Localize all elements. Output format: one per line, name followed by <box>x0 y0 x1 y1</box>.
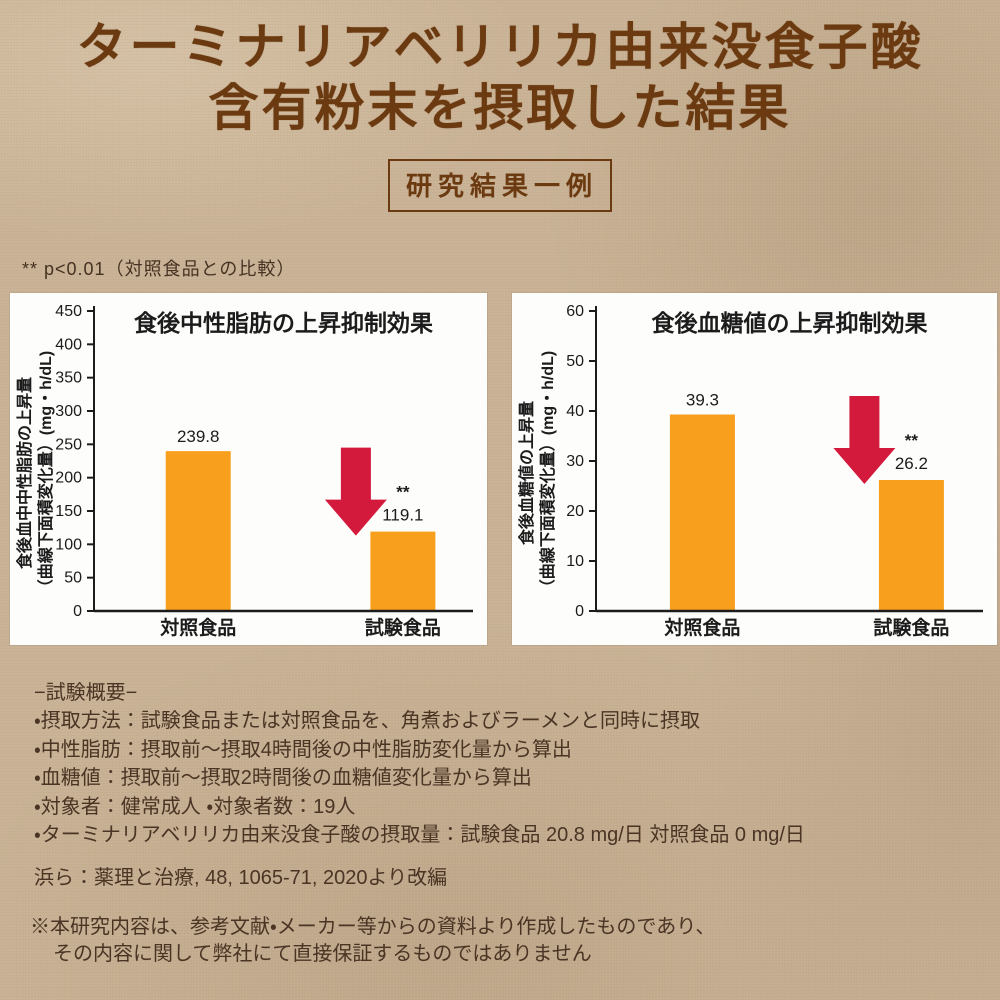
y-axis-tick-label: 20 <box>566 503 584 520</box>
y-axis-tick-label: 50 <box>566 353 584 370</box>
chart-title: 食後中性脂肪の上昇抑制効果 <box>134 310 433 336</box>
y-axis-tick-label: 450 <box>55 303 82 320</box>
disclaimer: ※本研究内容は、参考文献・メーカー等からの資料より作成したものであり、 その内容… <box>30 914 715 968</box>
y-axis-tick-label: 0 <box>73 603 82 620</box>
page-title-line1: ターミナリアベリリカ由来没食子酸 <box>76 17 924 76</box>
y-axis-tick-label: 50 <box>64 570 82 587</box>
overview-line-method: ・摂取方法：試験食品または対照食品を、角煮およびラーメンと同時に摂取 <box>34 710 700 733</box>
bar-value-label: 239.8 <box>177 427 220 446</box>
study-result-badge: 研究結果一例 <box>387 159 612 212</box>
bar-value-label: 39.3 <box>686 391 719 410</box>
chart-panel-glucose: 食後血糖値の上昇抑制効果食後血糖値の上昇量 （曲線下面積変化量）(mg・h/dL)… <box>512 293 997 645</box>
decrease-arrow-icon <box>833 396 896 484</box>
y-axis-label-line1: 食後血中中性脂肪の上昇量 <box>15 377 34 570</box>
y-axis-tick-label: 200 <box>55 470 82 487</box>
page-title: ターミナリアベリリカ由来没食子酸 含有粉末を摂取した結果 <box>0 16 1000 138</box>
y-axis-tick-label: 10 <box>566 553 584 570</box>
y-axis-tick-label: 150 <box>55 503 82 520</box>
y-axis-tick-label: 250 <box>55 436 82 453</box>
y-axis-tick-label: 60 <box>566 303 584 320</box>
study-overview: −試験概要− ・摂取方法：試験食品または対照食品を、角煮およびラーメンと同時に摂… <box>34 679 805 849</box>
category-label: 試験食品 <box>873 616 949 639</box>
y-axis-tick-label: 350 <box>55 370 82 387</box>
significance-marker: ** <box>905 431 919 450</box>
category-label: 対照食品 <box>663 616 740 639</box>
overview-line-subjects: ・対象者：健常成人 ・対象者数：19人 <box>34 795 356 818</box>
bar-対照食品 <box>669 414 735 611</box>
decrease-arrow-icon <box>324 447 387 536</box>
y-axis-label-line1: 食後血糖値の上昇量 <box>517 401 536 546</box>
bar-試験食品 <box>370 531 436 611</box>
y-axis-tick-label: 0 <box>575 603 584 620</box>
overview-line-triglyceride: ・中性脂肪：摂取前～摂取4時間後の中性脂肪変化量から算出 <box>34 738 572 761</box>
y-axis-tick-label: 400 <box>55 336 82 353</box>
bar-対照食品 <box>165 451 231 611</box>
category-label: 試験食品 <box>365 616 441 639</box>
overview-line-glucose: ・血糖値：摂取前～摂取2時間後の血糖値変化量から算出 <box>34 767 532 790</box>
significance-marker: ** <box>396 483 410 502</box>
chart-title: 食後血糖値の上昇抑制効果 <box>652 310 928 336</box>
page-title-line2: 含有粉末を摂取した結果 <box>208 78 792 137</box>
y-axis-label-line2: （曲線下面積変化量）(mg・h/dL) <box>538 351 557 595</box>
overview-heading: −試験概要− <box>34 682 138 704</box>
y-axis-tick-label: 300 <box>55 403 82 420</box>
badge-row: 研究結果一例 <box>0 159 1000 212</box>
charts-row: 食後中性脂肪の上昇抑制効果 食後血中中性脂肪の上昇量 （曲線下面積変化量）(mg・h… <box>10 293 997 645</box>
significance-note: ** p<0.01（対照食品との比較） <box>22 259 296 279</box>
y-axis-tick-label: 100 <box>55 536 82 553</box>
category-label: 対照食品 <box>159 616 236 639</box>
overview-line-dose: ・ターミナリアベリリカ由来没食子酸の摂取量：試験食品 20.8 mg/日 対照食… <box>34 824 805 847</box>
bar-value-label: 26.2 <box>895 454 928 473</box>
y-axis-tick-label: 40 <box>566 403 584 420</box>
disclaimer-line2: その内容に関して弊社にて直接保証するものではありません <box>53 943 592 965</box>
y-axis-tick-label: 30 <box>566 453 584 470</box>
bar-試験食品 <box>878 480 944 611</box>
citation: 浜ら：薬理と治療, 48, 1065-71, 2020より改編 <box>34 867 448 889</box>
y-axis-label-line2: （曲線下面積変化量）(mg・h/dL) <box>36 351 55 595</box>
chart-panel-triglyceride: 食後中性脂肪の上昇抑制効果食後血中中性脂肪の上昇量 （曲線下面積変化量）(mg・h… <box>10 293 487 645</box>
bar-value-label: 119.1 <box>382 506 423 525</box>
disclaimer-line1: ※本研究内容は、参考文献・メーカー等からの資料より作成したものであり、 <box>30 916 716 938</box>
